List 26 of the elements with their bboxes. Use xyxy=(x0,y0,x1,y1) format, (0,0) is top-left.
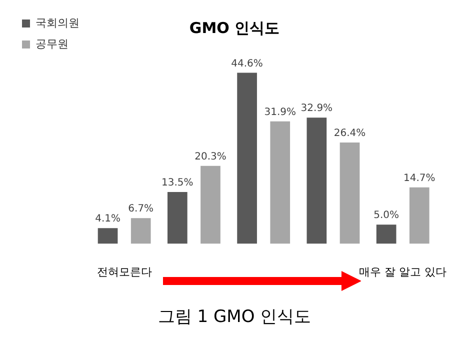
bar xyxy=(200,166,220,244)
bar xyxy=(237,72,257,244)
data-label: 26.4% xyxy=(334,128,366,140)
data-label: 13.5% xyxy=(162,178,194,189)
bar xyxy=(340,142,360,244)
bar xyxy=(130,218,151,244)
bar xyxy=(270,121,290,244)
bar xyxy=(306,118,327,244)
data-label: 14.7% xyxy=(404,173,436,184)
data-label: 20.3% xyxy=(194,152,226,163)
data-label: 32.9% xyxy=(300,103,333,114)
data-label: 31.9% xyxy=(264,107,296,118)
caption: 그림 1 GMO 인식도 xyxy=(156,306,312,328)
bar xyxy=(376,224,396,244)
data-label: 5.0% xyxy=(374,210,400,222)
data-label: 44.6% xyxy=(231,58,263,70)
x-tick-label: 매우 잘 알고 있다 xyxy=(359,265,447,278)
legend-label: 공무원 xyxy=(36,37,68,50)
x-tick-label: 전혀모른다 xyxy=(96,265,152,278)
chart-title: GMO 인식도 xyxy=(189,18,280,37)
data-label: 4.1% xyxy=(95,214,120,225)
data-label: 6.7% xyxy=(128,204,154,215)
legend-label: 국회의원 xyxy=(36,16,80,30)
bar xyxy=(98,228,118,244)
bar xyxy=(167,192,188,244)
bar xyxy=(409,187,430,244)
